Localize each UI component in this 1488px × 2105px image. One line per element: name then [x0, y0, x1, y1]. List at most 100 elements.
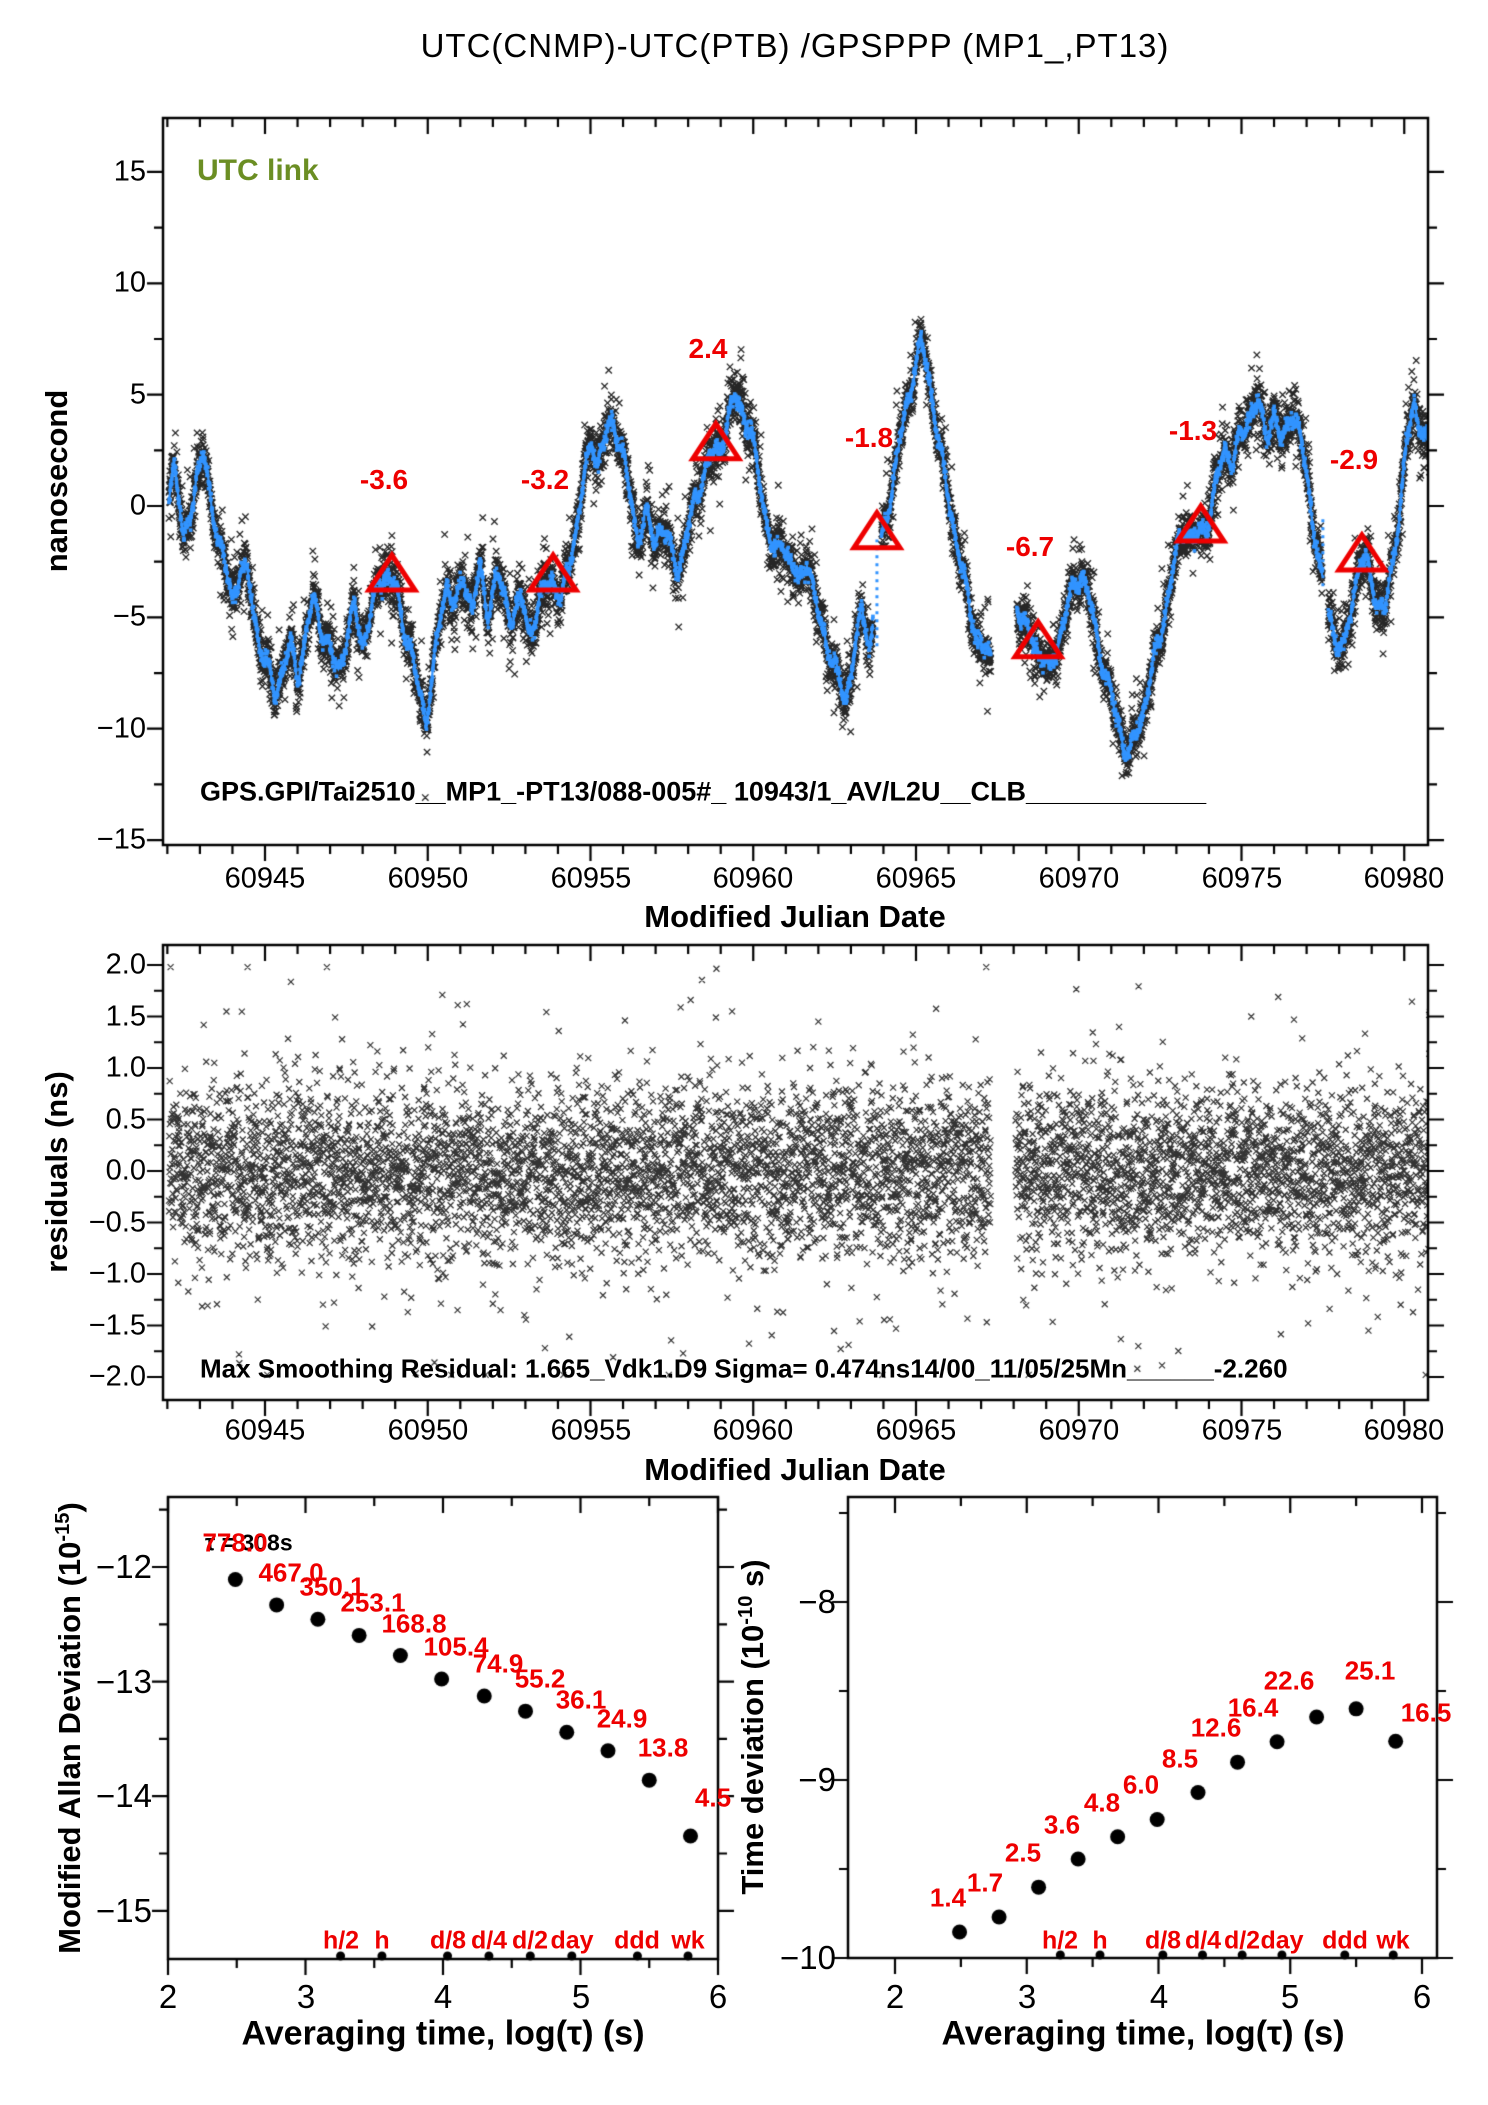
tdev-point-value-label: 16.5: [1400, 1697, 1452, 1728]
residuals-x-tick-label: 60980: [1363, 1414, 1445, 1447]
top-panel-x-tick-label: 60950: [387, 862, 469, 895]
tdev-point-value-label: 6.0: [1122, 1769, 1160, 1800]
tdev-y-axis-title-sup: -10: [734, 1595, 757, 1625]
mdev-duration-label: ddd: [614, 1926, 660, 1955]
tdev-duration-label: h/2: [1041, 1926, 1079, 1955]
tdev-duration-label: d/2: [1223, 1926, 1261, 1955]
mdev-x-tick-label: 6: [708, 1978, 728, 2015]
top-panel-x-tick-label: 60955: [550, 862, 632, 895]
mdev-duration-label: h: [374, 1926, 390, 1955]
top-panel-y-axis-title: nanosecond: [39, 389, 74, 573]
tdev-duration-label: d/8: [1144, 1926, 1182, 1955]
top-panel-x-tick-label: 60975: [1201, 862, 1283, 895]
mdev-point-value-label: 168.8: [381, 1608, 447, 1639]
mdev-duration-label: day: [550, 1926, 594, 1955]
tdev-point-value-label: 1.7: [966, 1867, 1004, 1898]
top-panel-y-tick-label: 5: [129, 378, 146, 411]
tdev-x-tick-label: 5: [1280, 1978, 1300, 2015]
tdev-point-value-label: 1.4: [929, 1882, 967, 1913]
mdev-x-tick-label: 5: [571, 1978, 591, 2015]
triangle-value-label: -1.3: [1168, 415, 1218, 446]
mdev-point-value-label: 36.1: [555, 1684, 607, 1715]
mdev-y-tick-label: −14: [96, 1777, 152, 1814]
mdev-x-tick-label: 2: [158, 1978, 178, 2015]
residuals-x-tick-label: 60945: [224, 1414, 306, 1447]
triangle-value-label: -1.8: [844, 422, 894, 453]
top-panel-x-tick-label: 60960: [712, 862, 794, 895]
residuals-x-tick-label: 60960: [712, 1414, 794, 1447]
mdev-y-tick-label: −13: [96, 1663, 152, 1700]
mdev-point-value-label: 13.8: [637, 1732, 689, 1763]
tdev-point-value-label: 22.6: [1263, 1665, 1315, 1696]
residuals-x-tick-label: 60975: [1201, 1414, 1283, 1447]
triangle-value-label: 2.4: [688, 333, 728, 364]
residuals-x-tick-label: 60950: [387, 1414, 469, 1447]
top-panel-y-tick-label: 0: [129, 489, 146, 522]
tdev-duration-label: ddd: [1322, 1926, 1368, 1955]
residuals-x-tick-label: 60970: [1038, 1414, 1120, 1447]
residuals-y-tick-label: 1.0: [105, 1051, 146, 1084]
mdev-point-value-label: 350.1: [299, 1571, 365, 1602]
triangle-value-label: -3.6: [359, 464, 409, 495]
mdev-duration-label: wk: [671, 1926, 705, 1955]
residuals-x-tick-label: 60965: [875, 1414, 957, 1447]
tdev-duration-label: day: [1260, 1926, 1304, 1955]
residuals-y-tick-label: 2.0: [105, 948, 146, 981]
mdev-point-value-label: 4.5: [694, 1782, 732, 1813]
mdev-y-tick-label: −12: [96, 1548, 152, 1585]
mdev-y-axis-title-post: ): [52, 1502, 88, 1513]
residuals-x-tick-label: 60955: [550, 1414, 632, 1447]
top-panel-y-tick-label: 15: [113, 155, 146, 188]
mdev-y-axis-title-sup: -15: [51, 1512, 74, 1542]
tdev-x-tick-label: 2: [885, 1978, 905, 2015]
mdev-point-value-label: 253.1: [340, 1587, 406, 1618]
tdev-y-tick-label: −8: [798, 1583, 836, 1620]
mdev-point-value-label: 105.4: [423, 1631, 489, 1662]
mdev-point-value-label: 778.0: [202, 1527, 268, 1558]
mdev-duration-label: d/8: [429, 1926, 467, 1955]
mdev-y-tick-label: −15: [96, 1892, 152, 1929]
top-panel-x-tick-label: 60980: [1363, 862, 1445, 895]
mdev-duration-label: d/4: [470, 1926, 508, 1955]
triangle-value-label: -6.7: [1005, 531, 1055, 562]
residuals-y-axis-title: residuals (ns): [39, 1071, 74, 1273]
tdev-y-axis-title-post: s): [735, 1559, 771, 1596]
tdev-y-tick-label: −9: [798, 1761, 836, 1798]
mdev-point-value-label: 55.2: [514, 1663, 566, 1694]
tdev-y-tick-label: −10: [780, 1939, 836, 1976]
tdev-x-axis-title: Averaging time, log(τ) (s): [941, 2014, 1345, 2053]
mdev-point-value-label: 74.9: [472, 1648, 524, 1679]
mdev-duration-label: h/2: [322, 1926, 360, 1955]
top-panel-x-tick-label: 60945: [224, 862, 306, 895]
tdev-duration-label: d/4: [1184, 1926, 1222, 1955]
residuals-y-tick-label: −0.5: [88, 1206, 146, 1239]
page-title: UTC(CNMP)-UTC(PTB) /GPSPPP (MP1_,PT13): [420, 27, 1170, 64]
tdev-point-value-label: 8.5: [1161, 1743, 1199, 1774]
mdev-y-axis-title: Modified Allan Deviation (10-15): [52, 1502, 88, 1954]
tdev-point-value-label: 4.8: [1083, 1787, 1121, 1818]
mdev-x-tick-label: 3: [296, 1978, 316, 2015]
top-panel-x-tick-label: 60970: [1038, 862, 1120, 895]
tdev-y-axis-title-pre: Time deviation (10: [735, 1624, 771, 1895]
mdev-x-tick-label: 4: [433, 1978, 453, 2015]
tdev-x-tick-label: 3: [1017, 1978, 1037, 2015]
top-panel-y-tick-label: −5: [112, 600, 146, 633]
tdev-point-value-label: 12.6: [1190, 1712, 1242, 1743]
tdev-duration-label: wk: [1376, 1926, 1410, 1955]
tdev-point-value-label: 3.6: [1043, 1809, 1081, 1840]
residuals-y-tick-label: −1.0: [88, 1257, 146, 1290]
mdev-point-value-label: 467.0: [258, 1557, 324, 1588]
utc-link-label: UTC link: [197, 154, 319, 187]
tdev-y-axis-title: Time deviation (10-10 s): [735, 1559, 771, 1894]
residuals-x-axis-title: Modified Julian Date: [644, 1452, 946, 1487]
tdev-x-tick-label: 6: [1412, 1978, 1432, 2015]
top-panel-annotation: GPS.GPI/Tai2510__MP1_-PT13/088-005#_ 109…: [200, 776, 1207, 807]
top-panel-y-tick-label: −15: [96, 823, 146, 856]
residuals-y-tick-label: 0.5: [105, 1103, 146, 1136]
tdev-x-tick-label: 4: [1149, 1978, 1169, 2015]
residuals-annotation: Max Smoothing Residual: 1.665_Vdk1.D9 Si…: [200, 1353, 1288, 1384]
residuals-y-tick-label: 1.5: [105, 1000, 146, 1033]
triangle-value-label: -3.2: [520, 464, 570, 495]
